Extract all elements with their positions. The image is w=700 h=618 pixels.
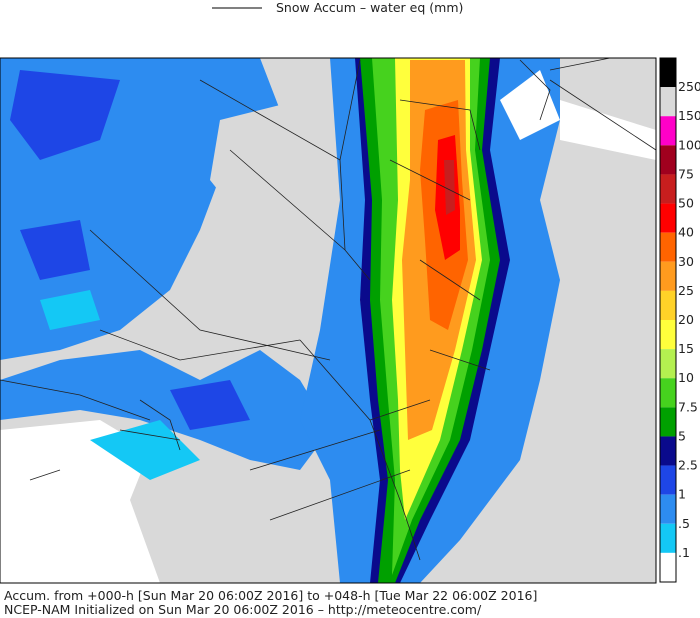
colorbar-swatch — [660, 349, 676, 379]
colorbar-swatch — [660, 465, 676, 495]
colorbar-frame — [659, 57, 677, 583]
colorbar-label: 250 — [678, 79, 700, 94]
colorbar-swatch — [660, 261, 676, 291]
colorbar: 250 150 100 75 50 40 30 25 20 15 10 7.5 5 2.5 1 .5 .1 — [659, 57, 700, 583]
colorbar-label: 20 — [678, 312, 694, 327]
colorbar-swatch — [660, 523, 676, 553]
colorbar-label: 50 — [678, 196, 694, 211]
colorbar-label: 150 — [678, 108, 700, 123]
colorbar-swatch — [660, 174, 676, 204]
colorbar-label: 1 — [678, 487, 686, 502]
colorbar-label: 40 — [678, 225, 694, 240]
colorbar-swatch — [660, 116, 676, 146]
colorbar-label: 7.5 — [678, 399, 698, 414]
colorbar-label: 25 — [678, 283, 694, 298]
colorbar-swatch — [660, 407, 676, 437]
colorbar-swatch — [660, 87, 676, 117]
colorbar-swatch — [660, 203, 676, 233]
footer-line: NCEP-NAM Initialized on Sun Mar 20 06:00… — [4, 602, 482, 617]
colorbar-label: 30 — [678, 254, 694, 269]
colorbar-label: 15 — [678, 341, 694, 356]
colorbar-swatch — [660, 290, 676, 320]
map — [0, 57, 657, 584]
colorbar-swatch — [660, 552, 676, 582]
footer-line: Accum. from +000-h [Sun Mar 20 06:00Z 20… — [4, 588, 537, 603]
colorbar-swatch — [660, 145, 676, 175]
colorbar-swatch — [660, 320, 676, 350]
colorbar-swatch — [660, 232, 676, 262]
colorbar-swatch — [660, 378, 676, 408]
colorbar-swatch — [660, 58, 676, 88]
colorbar-label: 10 — [678, 370, 694, 385]
colorbar-label: 2.5 — [678, 458, 698, 473]
colorbar-label: .1 — [678, 545, 690, 560]
title: Snow Accum – water eq (mm) — [276, 0, 463, 15]
colorbar-label: 100 — [678, 137, 700, 152]
colorbar-swatch — [660, 494, 676, 524]
colorbar-label: .5 — [678, 516, 690, 531]
colorbar-label: 5 — [678, 428, 686, 443]
colorbar-swatch — [660, 436, 676, 466]
colorbar-label: 75 — [678, 166, 694, 181]
